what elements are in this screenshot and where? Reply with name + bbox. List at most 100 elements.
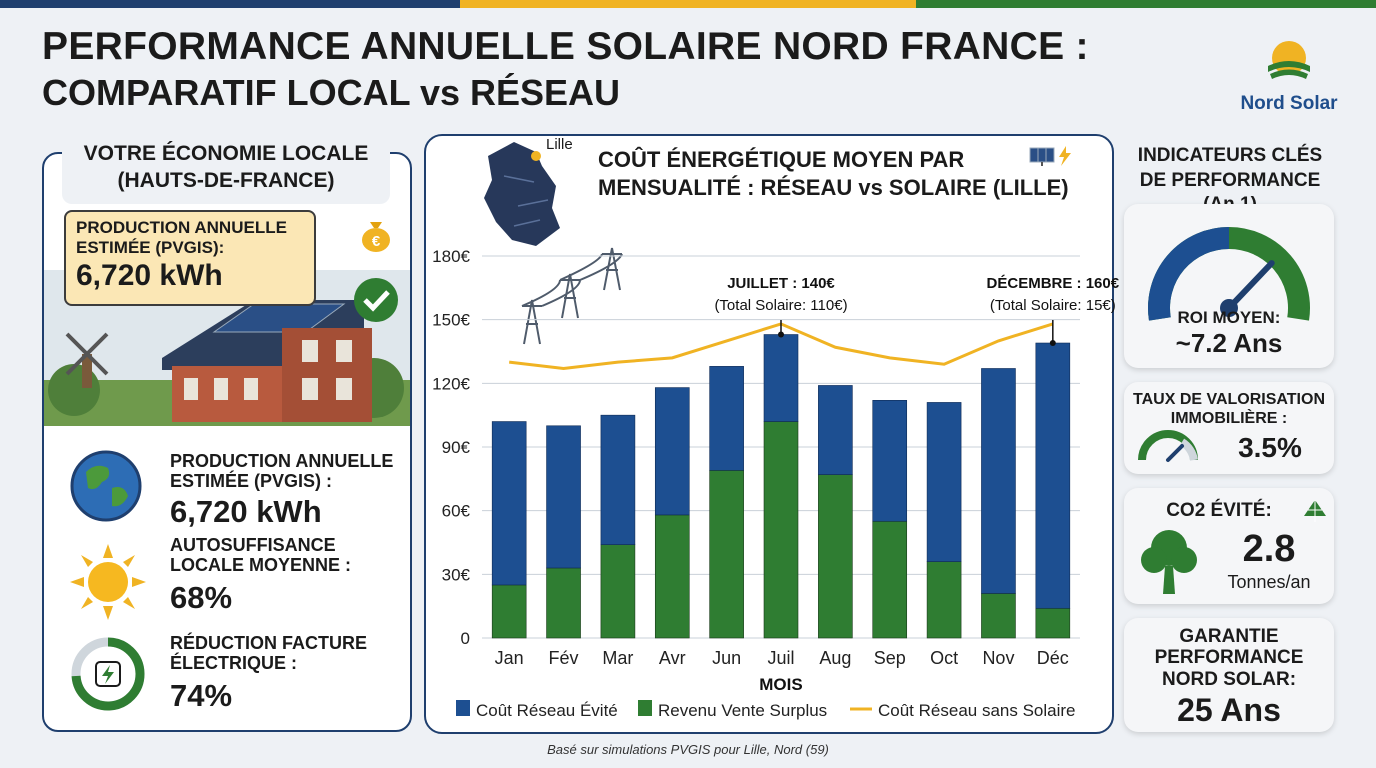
x-tick-label: Oct [930,648,958,668]
local-savings-heading: VOTRE ÉCONOMIE LOCALE (HAUTS-DE-FRANCE) [62,134,390,204]
roi-card: ROI MOYEN: ~7.2 Ans [1124,204,1334,368]
bar-surplus [763,421,799,639]
roi-value: ~7.2 Ans [1175,328,1283,358]
co2-unit: Tonnes/an [1227,572,1311,592]
legend-swatch [456,700,470,716]
y-tick-label: 90€ [442,438,471,457]
chart-title: COÛT ÉNERGÉTIQUE MOYEN PAR MENSUALITÉ : … [598,147,1069,200]
tree-icon [1141,530,1197,594]
kpi-heading: INDICATEURS CLÉS DE PERFORMANCE (An 1) [1137,145,1323,215]
bar-grid-avoided [600,414,636,545]
real-estate-value: 3.5% [1238,432,1302,463]
x-tick-label: Avr [659,648,686,668]
legend-label: Revenu Vente Surplus [658,701,827,720]
annotation-detail: (Total Solaire: 110€) [714,297,847,314]
solar-panel-bolt-icon [1029,146,1071,166]
production-highlight-label: PRODUCTION ANNUELLE ESTIMÉE (PVGIS): [76,218,287,257]
bar-surplus [818,474,853,639]
bar-surplus [654,514,690,639]
bar-grid-avoided [709,366,744,471]
bar-surplus [926,561,962,639]
x-tick-label: Mar [602,648,633,668]
sun-icon [70,544,146,620]
footer-note: Basé sur simulations PVGIS pour Lille, N… [547,742,829,757]
power-pylon-icon [521,247,623,345]
bar-grid-avoided [981,368,1016,594]
bar-surplus [1035,607,1071,639]
co2-card: CO2 ÉVITÉ: 2.8 Tonnes/an [1124,488,1334,604]
warranty-label: GARANTIE PERFORMANCE NORD SOLAR: [1154,626,1304,690]
y-tick-label: 30€ [442,565,471,584]
bill-reduction-label: RÉDUCTION FACTURE ÉLECTRIQUE : [170,633,367,673]
y-tick-label: 180€ [432,247,470,266]
bar-surplus [600,544,636,639]
roi-label: ROI MOYEN: [1177,308,1281,327]
autosufficiency-label: AUTOSUFFISANCE LOCALE MOYENNE : [170,535,352,575]
annotation-title: JUILLET : 140€ [727,275,835,292]
bill-reduction-value: 74% [170,678,233,713]
x-tick-label: Fév [549,648,579,668]
hauts-de-france-map [484,142,560,246]
bar-surplus [546,567,581,639]
x-tick-label: Sep [874,648,906,668]
city-label: Lille [546,136,573,153]
globe-icon [70,450,142,522]
annotation-dot [778,331,784,338]
production-value: 6,720 kWh [170,494,322,529]
bar-grid-avoided [654,387,690,516]
warranty-value: 25 Ans [1177,692,1281,728]
warranty-card: GARANTIE PERFORMANCE NORD SOLAR: 25 Ans [1124,618,1334,732]
bar-surplus [491,584,527,639]
y-tick-label: 60€ [442,502,471,521]
bar-surplus [872,520,908,639]
title-line-1: PERFORMANCE ANNUELLE SOLAIRE NORD FRANCE… [42,25,1089,68]
bar-grid-avoided [818,385,853,475]
annotation-dot [1049,340,1056,347]
bar-grid-avoided [546,425,581,569]
co2-label: CO2 ÉVITÉ: [1166,500,1272,521]
svg-text:€: € [372,233,381,250]
legend-swatch [638,700,652,716]
x-tick-label: Aug [819,648,851,668]
y-tick-label: 150€ [432,311,470,330]
annotation-title: DÉCEMBRE : 160€ [987,275,1120,292]
x-tick-label: Jan [495,648,524,668]
y-tick-label: 120€ [432,374,470,393]
real-estate-card: TAUX DE VALORISATION IMMOBILIÈRE : 3.5% [1124,382,1334,474]
bar-surplus [981,593,1016,639]
real-estate-label: TAUX DE VALORISATION IMMOBILIÈRE : [1133,391,1325,428]
checkmark-icon [354,278,398,322]
x-tick-label: Nov [982,648,1014,668]
y-tick-label: 0 [461,629,470,648]
production-label: PRODUCTION ANNUELLE ESTIMÉE (PVGIS) : [170,451,394,491]
sun-field-logo-icon [1268,41,1310,79]
production-highlight-box: PRODUCTION ANNUELLE ESTIMÉE (PVGIS): 6,7… [64,210,316,306]
legend-label: Coût Réseau Évité [476,701,618,720]
brand-name: Nord Solar [1240,93,1338,114]
roi-gauge-icon [1148,227,1310,321]
bar-grid-avoided [872,400,908,522]
money-bag-icon: € [362,222,390,252]
x-tick-label: Déc [1037,648,1069,668]
windmill-icon [82,354,92,388]
page-title: PERFORMANCE ANNUELLE SOLAIRE NORD FRANCE… [42,24,1172,114]
stacked-bar-chart: JUILLET : 140€ (Total Solaire: 110€) DÉCEM… [432,247,1120,720]
x-axis-label: MOIS [759,675,802,694]
bar-grid-avoided [926,402,962,562]
co2-value: 2.8 [1242,528,1296,570]
local-kpi-list: PRODUCTION ANNUELLE ESTIMÉE (PVGIS) : 6,… [44,428,410,728]
annotation-detail: (Total Solaire: 15€) [990,297,1116,314]
bar-grid-avoided [763,334,799,422]
bar-surplus [709,470,744,639]
bar-grid-avoided [491,421,527,586]
legend-label: Coût Réseau sans Solaire [878,701,1076,720]
title-line-2: COMPARATIF LOCAL vs RÉSEAU [42,71,621,113]
city-marker-icon [531,151,541,161]
autosufficiency-value: 68% [170,580,233,615]
mini-gauge-icon [1138,430,1198,462]
x-tick-label: Juil [767,648,794,668]
x-tick-label: Jun [712,648,741,668]
bar-grid-avoided [1035,342,1071,609]
brand-logo: Nord Solar [1224,38,1354,115]
top-color-bar [0,0,1376,8]
